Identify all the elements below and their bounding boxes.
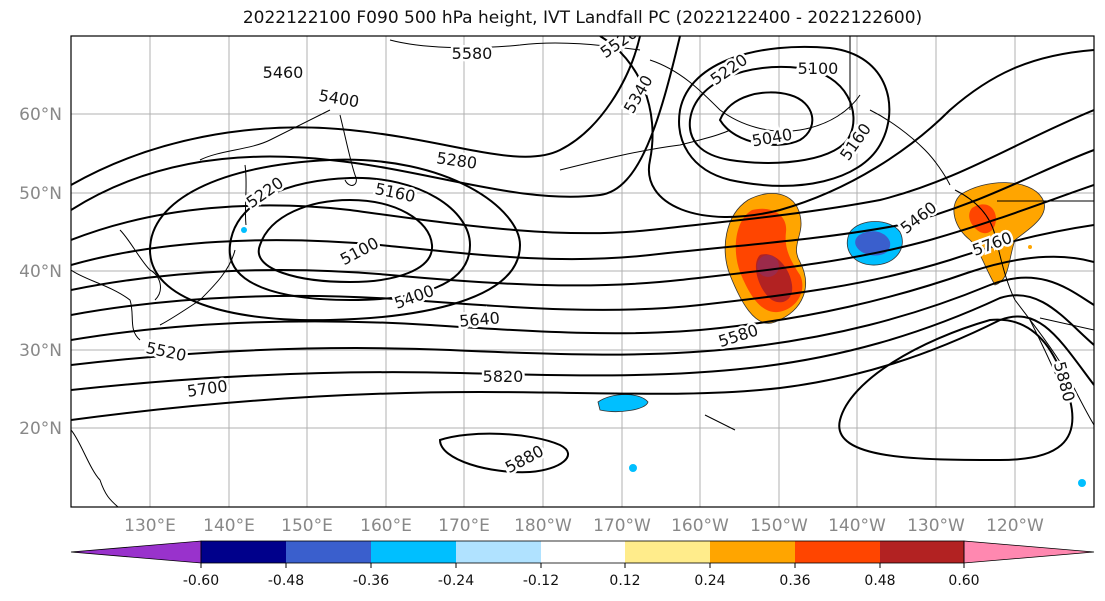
contour-label: 5820: [483, 367, 524, 386]
coastline-alaska: [649, 59, 861, 132]
lat-label: 50°N: [19, 184, 62, 204]
contour-5040-east-low: [718, 91, 814, 146]
colorbar-tick-label: -0.48: [268, 573, 304, 589]
contour-5280: [71, 36, 641, 186]
colorbar-extend-low: [70, 540, 202, 564]
colorbar-segment: [625, 541, 710, 563]
contour-5640: [71, 255, 1094, 341]
ivt-shading: [241, 182, 1086, 487]
lat-label: 30°N: [19, 341, 62, 361]
contour-5340: [71, 36, 681, 211]
colorbar-segment: [710, 541, 795, 563]
colorbar-tick-label: -0.12: [523, 573, 559, 589]
colorbar: -0.60 -0.48 -0.36 -0.24 -0.12 0.12 0.24 …: [70, 540, 1095, 589]
lon-label: 170°E: [438, 516, 490, 536]
lon-label: 140°W: [828, 516, 886, 536]
contour-5760: [71, 294, 1094, 391]
ivt-small-negative-2: [629, 464, 637, 472]
coastline-alaska-panhandle: [869, 109, 951, 186]
colorbar-tick-label: 0.36: [779, 573, 810, 589]
lat-label: 40°N: [19, 262, 62, 282]
colorbar-segment: [880, 541, 964, 563]
coastline-north-america-west: [954, 189, 1094, 426]
contour-5220-west: [148, 158, 522, 322]
contour-5220-north: [599, 36, 1094, 218]
lon-label: 130°W: [907, 516, 965, 536]
coastline-sakhalin: [244, 164, 247, 226]
coastlines: [71, 36, 1094, 507]
contour-label: 5580: [452, 44, 493, 63]
lon-label: 160°E: [360, 516, 412, 536]
colorbar-segment: [541, 541, 625, 563]
ivt-small-negative-1: [241, 227, 247, 233]
ivt-negative-core-pacific: [855, 231, 891, 256]
lat-label: 60°N: [19, 105, 62, 125]
lon-label: 120°W: [986, 516, 1044, 536]
contour-label: 5460: [263, 63, 304, 82]
latitude-labels: 60°N 50°N 40°N 30°N 20°N: [19, 105, 62, 439]
colorbar-tick-label: -0.36: [353, 573, 389, 589]
colorbar-extend-high: [963, 540, 1095, 564]
colorbar-segment: [795, 541, 880, 563]
coastline-korea-china: [119, 229, 161, 301]
colorbar-tick-label: 0.48: [864, 573, 895, 589]
contour-5820: [71, 315, 1094, 421]
contour-5880-west: [438, 432, 569, 474]
colorbar-segment: [456, 541, 541, 563]
colorbar-segment: [286, 541, 371, 563]
contour-5400: [71, 109, 1094, 241]
height-contours: [71, 36, 1094, 474]
ivt-small-positive-1: [1028, 245, 1032, 249]
contour-5520: [71, 184, 1094, 291]
lon-label: 170°W: [593, 516, 651, 536]
contour-label: 5100: [798, 59, 839, 78]
colorbar-tick-label: 0.12: [609, 573, 640, 589]
colorbar-tick-label: -0.60: [183, 573, 219, 589]
lat-label: 20°N: [19, 419, 62, 439]
contour-5880-east: [838, 318, 1074, 462]
lon-label: 140°E: [203, 516, 255, 536]
colorbar-frame: [200, 540, 965, 564]
colorbar-segment: [371, 541, 456, 563]
contour-5700: [71, 276, 1094, 366]
contour-5460: [71, 149, 1094, 266]
colorbar-tick-label: 0.60: [948, 573, 979, 589]
colorbar-tick-label: 0.24: [694, 573, 725, 589]
contour-label: 5640: [458, 308, 500, 330]
contour-5100-west-low: [257, 198, 434, 284]
lon-label: 150°W: [750, 516, 808, 536]
map-title: 2022122100 F090 500 hPa height, IVT Land…: [242, 8, 923, 28]
lon-label: 150°E: [281, 516, 333, 536]
ivt-peak-pacific: [757, 255, 779, 277]
lon-label: 160°W: [671, 516, 729, 536]
border-us-mexico: [1039, 317, 1094, 331]
coastline-asia-east: [71, 269, 141, 341]
colorbar-segment: [201, 541, 286, 563]
coastline-hawaii: [704, 414, 736, 431]
coastline-siberia: [389, 39, 641, 51]
ivt-negative-region-subtropics: [597, 394, 649, 412]
contour-5160-east: [678, 45, 891, 187]
coastline-kamchatka: [339, 114, 357, 186]
map-frame: [70, 35, 1095, 508]
lon-label: 180°W: [514, 516, 572, 536]
longitude-labels: 130°E 140°E 150°E 160°E 170°E 180°W 170°…: [124, 516, 1044, 536]
colorbar-tick-label: -0.24: [438, 573, 474, 589]
contour-5100-east: [688, 65, 855, 164]
lon-label: 130°E: [124, 516, 176, 536]
contour-5580: [71, 224, 1094, 316]
coastline-baja: [1029, 319, 1059, 381]
coastline-okhotsk: [199, 109, 331, 161]
coastline-asia: [71, 429, 119, 507]
coastline-aleutians: [559, 129, 731, 171]
ivt-small-negative-3: [1078, 479, 1086, 487]
